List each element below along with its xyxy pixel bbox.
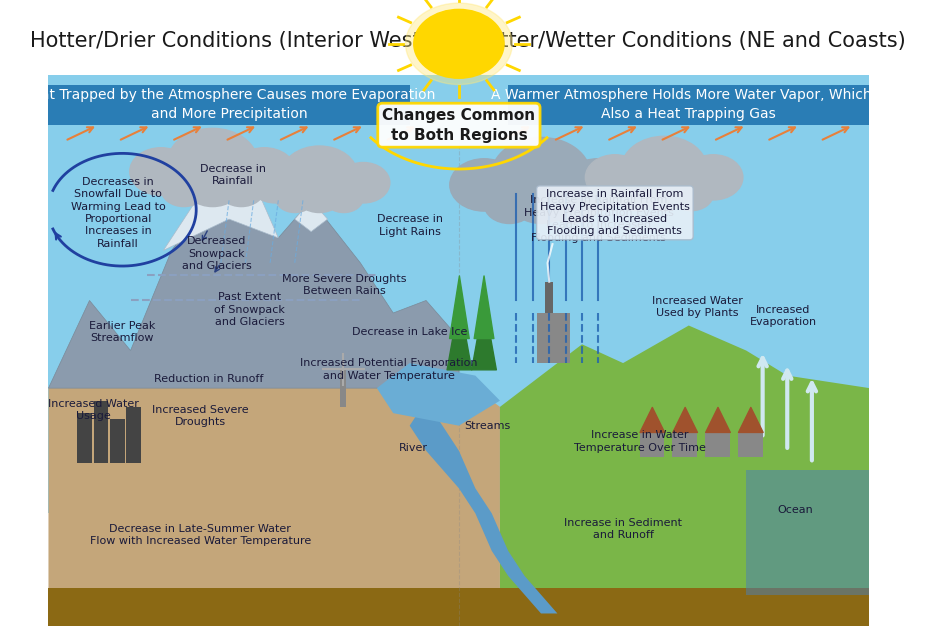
Text: Increase in Water
Temperature Over Time: Increase in Water Temperature Over Time — [573, 430, 705, 453]
Bar — [705, 432, 729, 457]
Polygon shape — [295, 200, 327, 232]
Polygon shape — [376, 363, 500, 426]
Circle shape — [405, 3, 512, 85]
Circle shape — [295, 175, 343, 213]
Text: River: River — [399, 443, 427, 453]
Circle shape — [233, 148, 295, 195]
FancyBboxPatch shape — [745, 470, 869, 595]
Text: Decreases in
Snowfall Due to
Warming Lead to
Proportional
Increases in
Rainfall: Decreases in Snowfall Due to Warming Lea… — [70, 177, 165, 249]
Text: Hotter/Drier Conditions (Interior West): Hotter/Drier Conditions (Interior West) — [30, 31, 428, 51]
Text: Increased
Evaporation: Increased Evaporation — [749, 305, 816, 327]
Text: Increased Potential Evaporation
and Water Temperature: Increased Potential Evaporation and Wate… — [300, 358, 477, 381]
Text: Increase in Sediment
and Runoff: Increase in Sediment and Runoff — [564, 518, 681, 540]
Text: Increased Water
Used by Plants: Increased Water Used by Plants — [651, 295, 742, 318]
Circle shape — [669, 177, 713, 210]
FancyBboxPatch shape — [48, 0, 869, 513]
Circle shape — [636, 169, 691, 210]
Text: Reduction in Runoff: Reduction in Runoff — [154, 374, 263, 384]
Bar — [672, 432, 696, 457]
Polygon shape — [500, 326, 869, 626]
Text: Increased Water
Usage: Increased Water Usage — [48, 399, 139, 421]
Text: Heat Trapped by the Atmosphere Causes more Evaporation
and More Precipitation: Heat Trapped by the Atmosphere Causes mo… — [22, 88, 436, 121]
Circle shape — [509, 175, 572, 223]
Polygon shape — [48, 313, 500, 626]
Bar — [94, 401, 108, 463]
Bar — [544, 282, 552, 313]
Bar — [339, 369, 346, 407]
Circle shape — [184, 163, 241, 207]
Circle shape — [167, 128, 258, 197]
Text: Decrease in
Light Rains: Decrease in Light Rains — [376, 214, 442, 237]
Bar — [77, 413, 92, 463]
Text: Earlier Peak
Streamflow: Earlier Peak Streamflow — [89, 321, 156, 343]
Text: Increase in Rainfall From
Heavy Precipitation Events
Leads to Increased
Flooding: Increase in Rainfall From Heavy Precipit… — [523, 195, 673, 243]
Text: Changes Common
to Both Regions: Changes Common to Both Regions — [382, 108, 535, 143]
Circle shape — [248, 163, 301, 203]
Circle shape — [683, 155, 743, 200]
Circle shape — [547, 185, 597, 223]
Text: A Warmer Atmosphere Holds More Water Vapor, Which is
Also a Heat Trapping Gas: A Warmer Atmosphere Holds More Water Vap… — [490, 88, 886, 121]
Text: Decrease in
Rainfall: Decrease in Rainfall — [200, 164, 266, 187]
Text: Hotter/Wetter Conditions (NE and Coasts): Hotter/Wetter Conditions (NE and Coasts) — [471, 31, 905, 51]
Text: Decrease in Late-Summer Water
Flow with Increased Water Temperature: Decrease in Late-Summer Water Flow with … — [90, 524, 311, 546]
Circle shape — [160, 172, 207, 207]
Circle shape — [450, 159, 518, 211]
Text: Ocean: Ocean — [777, 505, 812, 515]
Polygon shape — [48, 175, 459, 388]
Bar — [639, 432, 664, 457]
Text: Past Extent
of Snowpack
and Glaciers: Past Extent of Snowpack and Glaciers — [214, 292, 285, 327]
Circle shape — [490, 138, 590, 213]
Circle shape — [130, 148, 192, 195]
Text: More Severe Droughts
Between Rains: More Severe Droughts Between Rains — [282, 274, 406, 296]
Polygon shape — [163, 175, 278, 250]
Circle shape — [563, 159, 631, 211]
Text: Increase in Rainfall From
Heavy Precipitation Events
Leads to Increased
Flooding: Increase in Rainfall From Heavy Precipit… — [540, 189, 689, 237]
Circle shape — [324, 183, 363, 213]
Bar — [110, 419, 124, 463]
Text: Decrease in Lake Ice: Decrease in Lake Ice — [351, 327, 467, 337]
FancyBboxPatch shape — [48, 85, 409, 125]
Circle shape — [337, 163, 389, 203]
Polygon shape — [409, 401, 557, 613]
Text: Increased Severe
Droughts: Increased Severe Droughts — [152, 405, 248, 428]
Circle shape — [615, 177, 658, 210]
Circle shape — [620, 136, 706, 202]
Text: Decreased
Snowpack
and Glaciers: Decreased Snowpack and Glaciers — [182, 236, 251, 271]
Bar — [126, 407, 141, 463]
FancyBboxPatch shape — [48, 588, 869, 626]
Circle shape — [281, 146, 357, 205]
Circle shape — [585, 155, 644, 200]
FancyBboxPatch shape — [508, 85, 869, 125]
Text: Streams: Streams — [464, 421, 510, 431]
Circle shape — [484, 185, 534, 223]
Circle shape — [413, 9, 503, 78]
Circle shape — [275, 183, 314, 213]
Circle shape — [218, 172, 264, 207]
Bar — [737, 432, 762, 457]
Bar — [537, 313, 569, 363]
FancyBboxPatch shape — [48, 0, 869, 75]
